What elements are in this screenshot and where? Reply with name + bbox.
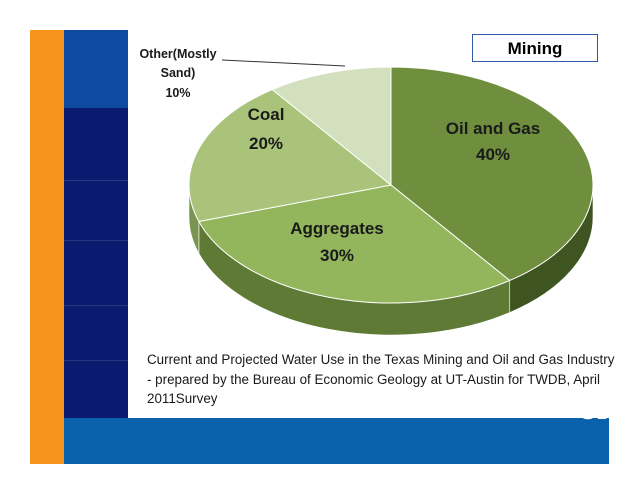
pct-oil-gas: 40% bbox=[476, 145, 510, 164]
pie-tops bbox=[188, 66, 594, 304]
pct-aggregates: 30% bbox=[320, 246, 354, 265]
pie-slice-0 bbox=[390, 66, 594, 282]
panel-streak bbox=[64, 240, 163, 241]
source-caption: Current and Projected Water Use in the T… bbox=[147, 352, 615, 406]
pie-slice-2 bbox=[188, 88, 393, 223]
pie-labels: Oil and Gas 40% Aggregates 30% Coal 20% … bbox=[139, 47, 540, 265]
pie-slice-3 bbox=[271, 66, 392, 187]
label-aggregates: Aggregates bbox=[290, 219, 384, 238]
pie-slice-1 bbox=[198, 184, 511, 304]
other-leader-line bbox=[221, 59, 346, 67]
pct-other: 10% bbox=[165, 86, 190, 100]
label-coal: Coal bbox=[248, 105, 285, 124]
panel-streak bbox=[64, 180, 163, 181]
urs-logo: URS bbox=[578, 399, 630, 425]
panel-streak bbox=[64, 360, 163, 361]
chart-title-box: Mining bbox=[472, 34, 598, 62]
orange-side-bar bbox=[30, 30, 64, 464]
label-other-line2: Sand) bbox=[161, 66, 196, 80]
pct-coal: 20% bbox=[249, 134, 283, 153]
footer-bar bbox=[64, 418, 609, 464]
label-oil-gas: Oil and Gas bbox=[446, 119, 540, 138]
label-other-line1: Other(Mostly bbox=[139, 47, 216, 61]
panel-streak bbox=[64, 305, 163, 306]
